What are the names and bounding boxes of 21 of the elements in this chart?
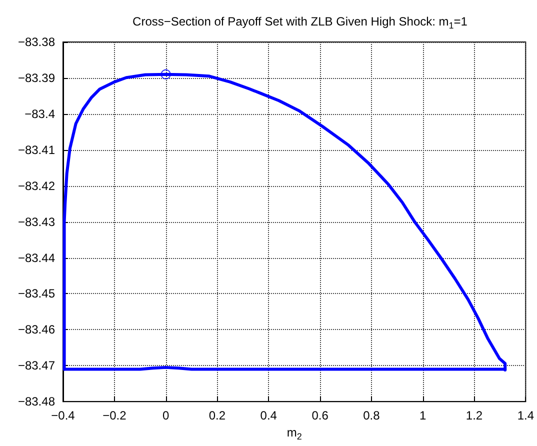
y-tick-label: −83.41: [18, 142, 56, 157]
x-tick-label: 0.2: [208, 408, 226, 423]
x-tick-label: 0.8: [363, 408, 380, 423]
y-tick-label: −83.48: [18, 394, 56, 409]
y-tick-label: −83.39: [18, 70, 56, 85]
x-tick-label: −0.2: [102, 408, 127, 423]
x-tick-label: 1: [420, 408, 426, 423]
x-tick-label: −0.4: [51, 408, 76, 423]
y-tick-label: −83.42: [18, 178, 56, 193]
y-tick-label: −83.45: [18, 286, 56, 301]
y-tick-label: −83.47: [18, 358, 56, 373]
x-tick-label: 1.4: [517, 408, 534, 423]
y-tick-label: −83.4: [24, 106, 56, 121]
y-tick-label: −83.43: [18, 214, 56, 229]
y-tick-label: −83.46: [18, 322, 56, 337]
x-tick-label: 0: [162, 408, 170, 423]
y-tick-label: −83.44: [18, 250, 56, 265]
x-tick-label: 1.2: [466, 408, 483, 423]
y-tick-label: −83.38: [18, 35, 56, 49]
x-tick-label: 0.4: [260, 408, 278, 423]
x-tick-label: 0.6: [312, 408, 329, 423]
